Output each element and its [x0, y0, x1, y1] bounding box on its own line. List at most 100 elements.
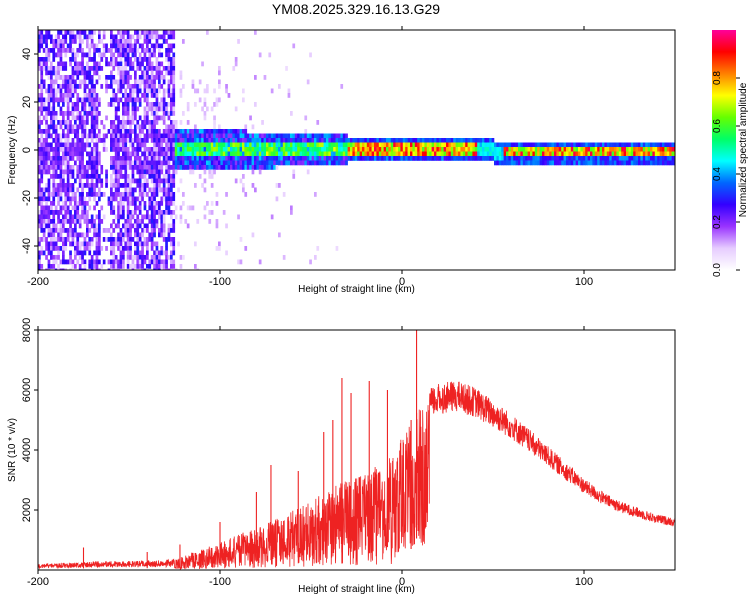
spectrogram-cell: [102, 192, 106, 197]
spectrogram-cell: [179, 133, 183, 139]
spectrogram-cell: [258, 156, 262, 161]
spectrogram-cell: [126, 30, 130, 35]
spectrogram-cell: [47, 219, 51, 224]
spectrogram-cell: [292, 147, 296, 152]
spectrogram-cell: [52, 120, 56, 125]
spectrogram-cell: [256, 160, 260, 166]
snr-y-axis-label: SNR (10 * v/v): [7, 418, 18, 482]
spectrogram-cell: [141, 268, 144, 270]
spectrogram-cell: [100, 264, 104, 269]
spectrogram-cell: [52, 223, 56, 229]
spectrogram-cell: [290, 160, 293, 166]
spectrogram-cell: [110, 232, 113, 238]
spectrogram-cell: [93, 48, 96, 53]
spectrogram-cell: [208, 133, 212, 139]
spectrogram-cell: [563, 160, 567, 166]
spectrogram-cell: [76, 61, 80, 67]
spectrogram-cell: [90, 30, 94, 35]
spectrogram-cell: [215, 156, 219, 161]
spectrogram-cell: [112, 165, 116, 170]
spectrogram-cell: [74, 210, 77, 215]
spectrogram-cell: [131, 210, 135, 215]
spectrogram-cell: [93, 93, 96, 98]
spectrogram-cell: [657, 156, 660, 161]
spectrogram-cell: [172, 160, 176, 166]
spectrogram-cell: [59, 111, 63, 116]
spectrogram-cell: [218, 142, 221, 148]
spectrogram-cell: [57, 120, 60, 125]
spectrogram-cell: [105, 61, 108, 67]
spectrogram-cell: [318, 142, 322, 148]
spectrogram-cell: [155, 75, 159, 80]
spectrogram-cell: [441, 142, 444, 148]
spectrogram-cell: [244, 165, 248, 170]
spectrogram-cell: [47, 151, 51, 157]
spectrogram-cell: [191, 129, 195, 134]
spectrogram-cell: [134, 133, 137, 139]
spectrogram-cell: [95, 250, 99, 256]
spectrogram-cell: [366, 147, 370, 152]
spectrogram-cell: [112, 66, 116, 71]
spectrogram-cell: [167, 160, 171, 166]
spectrogram-cell: [155, 169, 159, 175]
spectrogram-cell: [530, 142, 533, 148]
spectrogram-cell: [62, 39, 65, 44]
spectrogram-cell: [162, 102, 166, 107]
spectrogram-cell: [45, 120, 48, 125]
spectrogram-cell: [162, 39, 166, 44]
spectrogram-cell: [575, 160, 579, 166]
spectrogram-cell: [222, 151, 226, 157]
spectrogram-cell: [155, 120, 159, 125]
spectrogram-cell: [93, 57, 96, 62]
spectrogram-cell: [78, 264, 82, 269]
spectrogram-cell: [162, 151, 166, 157]
spectrogram-cell: [74, 88, 77, 94]
spectrogram-cell: [131, 129, 135, 134]
spectrogram-cell: [172, 79, 176, 85]
spectrogram-cell: [105, 43, 108, 49]
spectrogram-cell: [124, 43, 128, 49]
spectrogram-cell: [501, 142, 504, 148]
spectrogram-cell: [160, 106, 164, 112]
spectrogram-cell: [189, 138, 192, 143]
spectrogram-cell: [69, 165, 72, 170]
spectrogram-cell: [474, 142, 478, 148]
spectrogram-cell: [234, 147, 238, 152]
spectrogram-cell: [38, 30, 41, 35]
spectrogram-cell: [64, 97, 68, 103]
spectrogram-cell: [297, 138, 300, 143]
spectrogram-cell: [47, 264, 51, 269]
spectrogram-cell: [124, 228, 128, 233]
spectrogram-cell: [119, 129, 123, 134]
spectrogram-cell: [155, 129, 159, 134]
spectrogram-cell: [208, 169, 212, 175]
spectrogram-cell: [126, 106, 130, 112]
spectrogram-cell: [102, 48, 106, 53]
spectrogram-cell: [162, 223, 166, 229]
spectrogram-cell: [664, 156, 668, 161]
spectrogram-cell: [191, 138, 195, 143]
spectrogram-cell: [93, 52, 96, 58]
spectrogram-cell: [131, 84, 135, 89]
snr-y-tick-label: 6000: [21, 378, 33, 402]
spectrogram-cell: [74, 241, 77, 247]
spectrogram-cell: [158, 205, 161, 211]
spectrogram-cell: [359, 142, 363, 148]
spectrogram-cell: [42, 34, 46, 40]
spectrogram-cell: [90, 79, 94, 85]
spectrogram-y-tick-label: -20: [21, 190, 33, 206]
spectrogram-cell: [62, 268, 65, 270]
spectrogram-cell: [110, 196, 113, 202]
spectrogram-x-tick-label: 0: [399, 276, 405, 288]
spectrogram-cell: [287, 151, 291, 157]
spectrogram-cell: [489, 156, 492, 161]
spectrogram-cell: [386, 138, 389, 143]
spectrogram-cell: [90, 34, 94, 40]
spectrogram-y-tick-label: -40: [21, 238, 33, 254]
spectrogram-cell: [602, 142, 605, 148]
spectrogram-cell: [122, 138, 125, 143]
spectrogram-cell: [167, 156, 171, 161]
spectrogram-cell: [138, 169, 142, 175]
spectrogram-cell: [158, 75, 161, 80]
spectrogram-cell: [566, 156, 569, 161]
